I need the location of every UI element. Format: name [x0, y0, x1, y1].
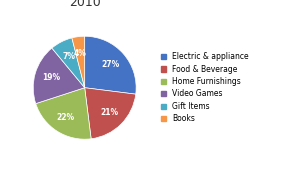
Text: 19%: 19%: [42, 73, 60, 82]
Text: 22%: 22%: [57, 113, 75, 122]
Wedge shape: [33, 48, 85, 104]
Text: 27%: 27%: [102, 60, 120, 69]
Wedge shape: [85, 88, 136, 139]
Wedge shape: [52, 38, 85, 88]
Wedge shape: [85, 36, 136, 94]
Wedge shape: [36, 88, 91, 139]
Text: 4%: 4%: [74, 49, 87, 57]
Text: 7%: 7%: [62, 52, 75, 61]
Wedge shape: [72, 36, 85, 88]
Legend: Electric & appliance, Food & Beverage, Home Furnishings, Video Games, Gift Items: Electric & appliance, Food & Beverage, H…: [161, 52, 249, 123]
Text: 21%: 21%: [100, 108, 119, 117]
Title: 2010: 2010: [69, 0, 100, 9]
